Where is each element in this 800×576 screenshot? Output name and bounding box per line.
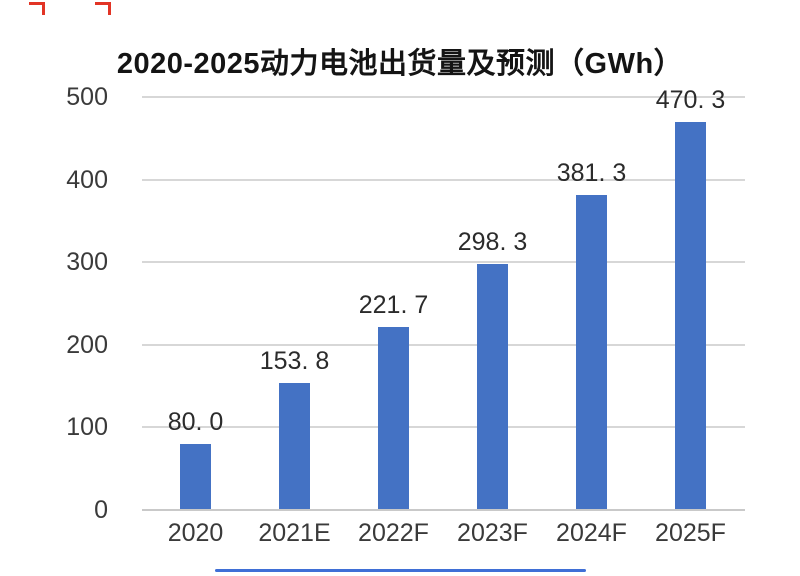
- gridline-300: [142, 261, 745, 264]
- gridline-200: [142, 343, 745, 346]
- bottom-blue-line-artifact: [215, 569, 586, 572]
- x-tick-label-2021E: 2021E: [258, 519, 331, 547]
- bar-value-label-2023F: 298. 3: [457, 227, 528, 256]
- y-tick-label-300: 300: [66, 248, 108, 277]
- x-tick-label-2024F: 2024F: [556, 519, 627, 547]
- bar-2022F: [378, 326, 409, 509]
- y-tick-label-400: 400: [66, 165, 108, 194]
- chart-title: 2020-2025动力电池出货量及预测（GWh）: [116, 48, 684, 80]
- bar-value-label-2021E: 153. 8: [259, 346, 330, 375]
- top-red-artifact-mark-1: [29, 2, 45, 15]
- bar-2021E: [279, 382, 310, 509]
- bar-value-label-2020: 80. 0: [167, 407, 224, 436]
- x-tick-label-2023F: 2023F: [457, 519, 528, 547]
- gridline-400: [142, 178, 745, 181]
- x-axis-line: [142, 509, 745, 511]
- bar-value-label-2022F: 221. 7: [358, 290, 429, 319]
- top-red-artifact-mark-2: [95, 2, 111, 15]
- y-tick-label-500: 500: [66, 83, 108, 111]
- y-tick-label-0: 0: [94, 496, 108, 524]
- x-tick-label-2022F: 2022F: [358, 519, 429, 547]
- bar-2023F: [477, 263, 508, 509]
- bar-2020: [180, 443, 211, 509]
- bar-2025F: [675, 121, 706, 509]
- bar-2024F: [576, 195, 607, 509]
- y-tick-label-100: 100: [66, 413, 108, 442]
- x-tick-label-2020: 2020: [167, 519, 224, 547]
- bar-value-label-2025F: 470. 3: [655, 85, 726, 114]
- gridline-100: [142, 426, 745, 429]
- bar-value-label-2024F: 381. 3: [556, 159, 627, 188]
- gridline-500: [142, 96, 745, 98]
- x-tick-label-2025F: 2025F: [655, 519, 726, 547]
- y-tick-label-200: 200: [66, 330, 108, 359]
